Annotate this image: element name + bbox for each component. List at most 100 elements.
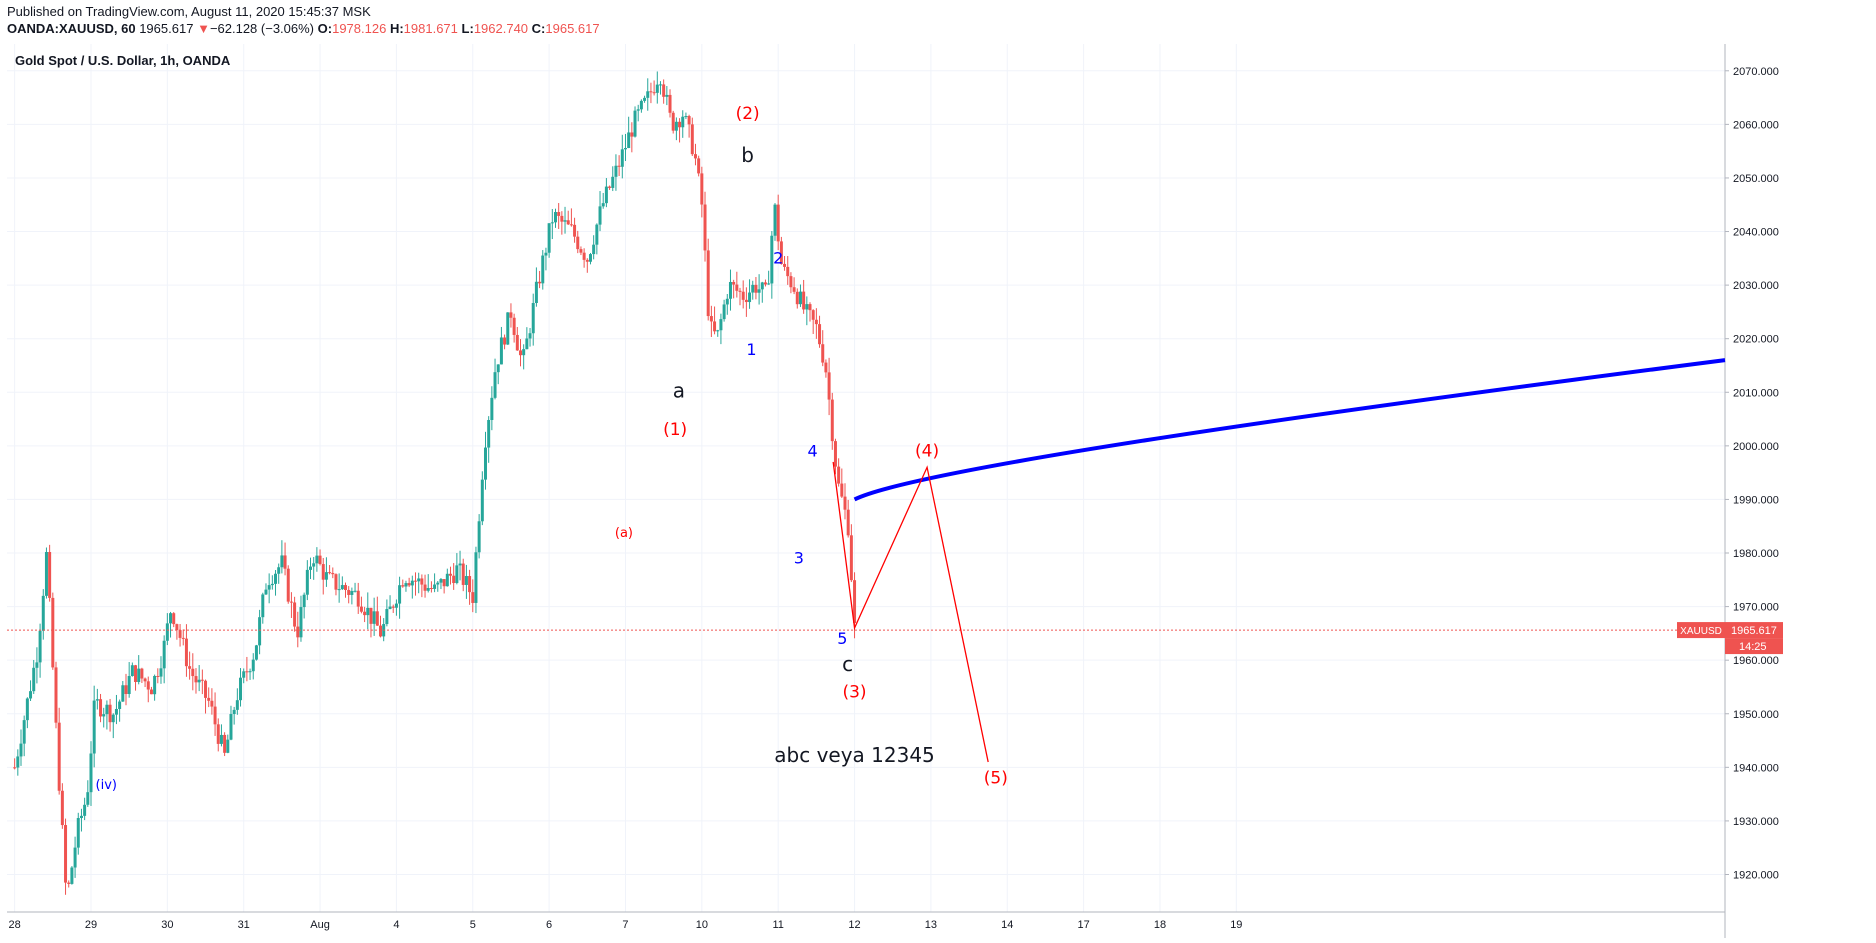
candle-body [652, 92, 656, 94]
candle-body [461, 563, 465, 585]
candle-body [194, 676, 198, 683]
candle-body [219, 734, 223, 744]
chart-area[interactable]: 1920.000 1930.000 1940.000 1950.000 1960.000… [7, 44, 1800, 938]
wave-label: 3 [794, 549, 804, 568]
y-tick-label: 1970.000 [1733, 602, 1779, 614]
candle-body [719, 319, 723, 331]
candle-body [86, 792, 90, 805]
candle-body [41, 595, 45, 631]
candle-body [588, 254, 592, 262]
price-change: −62.128 (−3.06%) [209, 21, 315, 36]
candle-body [175, 624, 179, 631]
candle-body [678, 121, 682, 128]
candle-body [703, 204, 707, 251]
candle-body [668, 94, 672, 113]
candle-body [274, 573, 278, 584]
candle-body [639, 100, 643, 110]
candle-body [595, 224, 599, 245]
candle-body [725, 298, 729, 305]
countdown-tag [1725, 638, 1783, 655]
candle-body [283, 555, 287, 569]
candle-body [181, 637, 185, 639]
candle-body [824, 362, 828, 373]
wave-label: c [842, 652, 853, 676]
candle-body [270, 583, 274, 586]
candle-body [770, 235, 774, 284]
x-tick-label: 14 [1001, 919, 1013, 931]
candle-body [223, 734, 227, 753]
candle-body [604, 186, 608, 204]
candle-body [827, 372, 831, 400]
price-chart[interactable]: 1920.000 1930.000 1940.000 1950.000 1960.000… [7, 44, 1800, 938]
x-tick-label: 30 [161, 919, 173, 931]
candle-body [499, 337, 503, 365]
wave-label: b [741, 143, 754, 167]
candle-body [506, 312, 510, 345]
open-value: 1978.126 [332, 21, 387, 36]
x-tick-label: 11 [772, 919, 783, 931]
candle-body [207, 697, 211, 701]
candle-body [277, 567, 281, 574]
candle-body [748, 292, 752, 303]
wave-label: abc veya 12345 [774, 743, 935, 767]
wave-label: (5) [984, 768, 1008, 788]
candle-body [722, 304, 726, 320]
candle-body [118, 701, 122, 709]
candle-body [334, 574, 338, 590]
candle-body [687, 116, 691, 125]
candle-body [200, 679, 204, 681]
candle-body [356, 590, 360, 607]
candle-body [299, 607, 303, 638]
candle-body [159, 668, 163, 677]
y-tick-label: 1960.000 [1733, 655, 1779, 667]
candle-body [178, 630, 182, 638]
candle-body [442, 579, 446, 587]
x-tick-label: 4 [393, 919, 399, 931]
candle-body [713, 321, 717, 332]
y-tick-label: 2020.000 [1733, 334, 1779, 346]
x-tick-label: 13 [925, 919, 937, 931]
candle-body [226, 739, 230, 753]
x-tick-label: 28 [9, 919, 21, 931]
candle-body [140, 668, 144, 679]
candle-body [114, 708, 118, 715]
countdown: 14:25 [1739, 641, 1767, 653]
candle-body [331, 573, 335, 575]
candle-body [547, 223, 551, 253]
candle-body [805, 304, 809, 310]
y-tick-label: 1920.000 [1733, 869, 1779, 881]
candle-body [312, 563, 316, 567]
candle-body [92, 700, 96, 754]
candle-body [242, 671, 246, 678]
candle-body [617, 165, 621, 167]
candle-body [302, 594, 306, 608]
y-tick-label: 2050.000 [1733, 173, 1779, 185]
candle-body [792, 287, 796, 292]
symbol[interactable]: OANDA:XAUUSD, 60 [7, 21, 136, 36]
x-tick-label: 12 [848, 919, 860, 931]
candle-body [534, 281, 538, 304]
y-tick-label: 2030.000 [1733, 280, 1779, 292]
candle-body [102, 714, 106, 717]
candle-body [184, 638, 188, 667]
candle-body [359, 606, 363, 612]
candle-body [89, 753, 93, 793]
candle-body [124, 685, 128, 695]
candle-body [83, 804, 87, 816]
candle-body [251, 659, 255, 672]
candle-body [137, 668, 141, 682]
candle-body [372, 611, 376, 624]
candle-body [563, 220, 567, 222]
candle-body [760, 282, 764, 290]
candle-body [35, 662, 39, 668]
candle-body [786, 266, 790, 277]
candle-body [111, 714, 115, 723]
candle-body [569, 224, 573, 226]
candle-body [496, 364, 500, 373]
wave-label: (iv) [96, 778, 117, 793]
pane-title: Gold Spot / U.S. Dollar, 1h, OANDA [15, 53, 231, 68]
candle-body [51, 597, 55, 668]
candle-body [662, 84, 666, 97]
candle-body [404, 583, 408, 587]
candle-body [388, 606, 392, 610]
